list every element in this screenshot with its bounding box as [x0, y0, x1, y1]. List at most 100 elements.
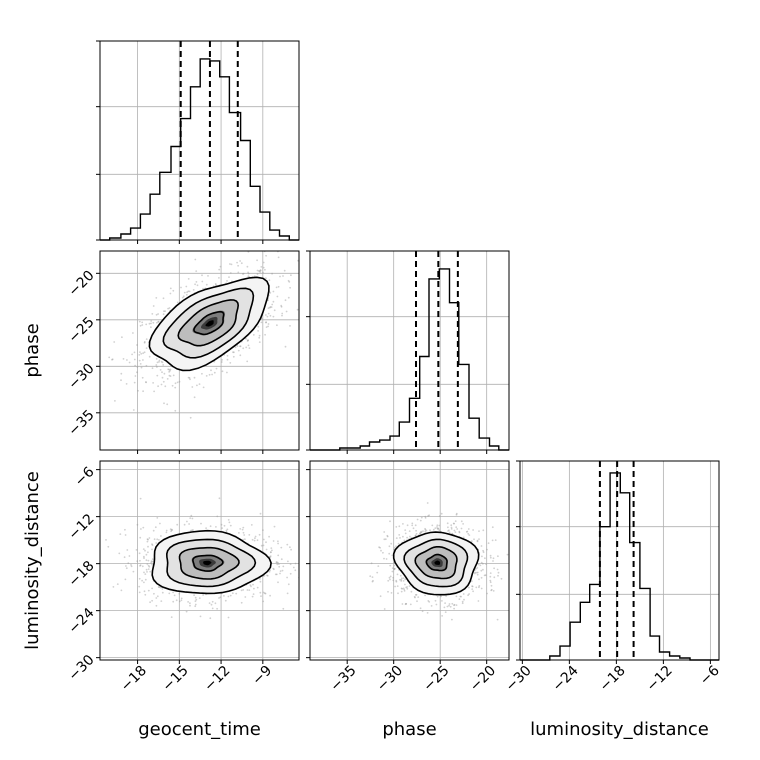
- sample-point: [492, 590, 495, 592]
- sample-point: [256, 259, 258, 262]
- sample-point: [247, 272, 250, 275]
- sample-point: [478, 586, 480, 589]
- sample-point: [474, 572, 476, 575]
- sample-point: [152, 321, 155, 324]
- sample-point: [390, 592, 393, 594]
- sample-point: [111, 358, 114, 361]
- sample-point: [142, 359, 144, 361]
- sample-point: [274, 573, 277, 576]
- sample-point: [150, 326, 152, 329]
- sample-point: [287, 296, 290, 299]
- sample-point: [220, 523, 223, 526]
- sample-point: [221, 370, 224, 373]
- sample-point: [176, 523, 179, 526]
- sample-point: [186, 291, 189, 294]
- sample-point: [476, 540, 479, 543]
- sample-point: [438, 524, 441, 527]
- sample-point: [290, 274, 292, 277]
- sample-point: [475, 571, 478, 574]
- sample-point: [236, 345, 239, 347]
- sample-point: [292, 566, 295, 569]
- sample-point: [227, 595, 230, 598]
- sample-point: [492, 560, 494, 562]
- sample-point: [146, 563, 149, 565]
- sample-point: [482, 549, 484, 552]
- sample-point: [139, 363, 142, 365]
- sample-point: [210, 603, 213, 606]
- sample-point: [252, 593, 255, 595]
- sample-point: [285, 310, 288, 313]
- sample-point: [163, 310, 165, 313]
- sample-point: [137, 389, 139, 392]
- sample-point: [233, 351, 235, 354]
- sample-point: [270, 551, 272, 554]
- sample-point: [402, 587, 405, 590]
- scatter-panel-phase-vs-luminosity_distance: [309, 460, 510, 661]
- sample-point: [265, 326, 268, 328]
- density-fill: [434, 560, 441, 565]
- sample-point: [186, 520, 188, 523]
- sample-point: [441, 600, 443, 602]
- sample-point: [250, 524, 253, 526]
- sample-point: [395, 579, 398, 582]
- sample-point: [462, 536, 465, 539]
- contour-line-0: [192, 554, 224, 572]
- sample-point: [280, 558, 283, 561]
- sample-point: [242, 273, 244, 275]
- sample-point: [230, 263, 233, 266]
- sample-point: [162, 380, 165, 383]
- sample-point: [242, 272, 245, 275]
- sample-point: [462, 593, 465, 595]
- sample-point: [141, 579, 144, 582]
- sample-point: [467, 528, 470, 530]
- sample-point: [196, 384, 198, 387]
- x-axis-label-luminosity_distance: luminosity_distance: [530, 719, 709, 740]
- sample-point: [218, 268, 221, 271]
- sample-point: [151, 543, 153, 546]
- sample-point: [379, 595, 382, 598]
- sample-point: [246, 589, 249, 591]
- sample-point: [151, 599, 154, 602]
- sample-point: [140, 352, 143, 355]
- sample-point: [491, 539, 494, 542]
- sample-point: [277, 542, 279, 545]
- sample-point: [283, 269, 286, 272]
- sample-point: [227, 616, 230, 619]
- sample-point: [388, 545, 391, 548]
- sample-point: [259, 578, 261, 580]
- sample-point: [169, 292, 172, 295]
- sample-point: [214, 283, 217, 285]
- sample-point: [180, 599, 183, 602]
- sample-point: [244, 596, 247, 598]
- sample-point: [191, 386, 194, 388]
- sample-point: [150, 560, 153, 563]
- sample-point: [168, 368, 171, 371]
- sample-point: [489, 579, 492, 582]
- sample-point: [155, 364, 158, 366]
- sample-point: [155, 313, 158, 316]
- sample-point: [189, 602, 191, 605]
- sample-point: [147, 545, 149, 548]
- sample-point: [178, 380, 181, 383]
- sample-point: [289, 563, 292, 566]
- sample-point: [506, 553, 509, 556]
- sample-point: [151, 367, 154, 370]
- y-axis-label-luminosity_distance: luminosity_distance: [22, 471, 43, 650]
- sample-point: [275, 573, 278, 576]
- sample-point: [471, 585, 474, 588]
- sample-point: [476, 567, 479, 569]
- sample-point: [124, 578, 127, 581]
- sample-point: [260, 321, 263, 324]
- sample-point: [178, 600, 181, 603]
- sample-point: [482, 568, 484, 571]
- sample-point: [480, 569, 483, 572]
- sample-point: [226, 354, 229, 357]
- sample-point: [119, 533, 122, 535]
- sample-point: [189, 378, 191, 381]
- sample-point: [153, 592, 155, 595]
- sample-point: [165, 529, 168, 532]
- sample-point: [208, 602, 211, 604]
- sample-point: [215, 526, 217, 528]
- sample-point: [258, 270, 261, 273]
- sample-point: [168, 374, 171, 377]
